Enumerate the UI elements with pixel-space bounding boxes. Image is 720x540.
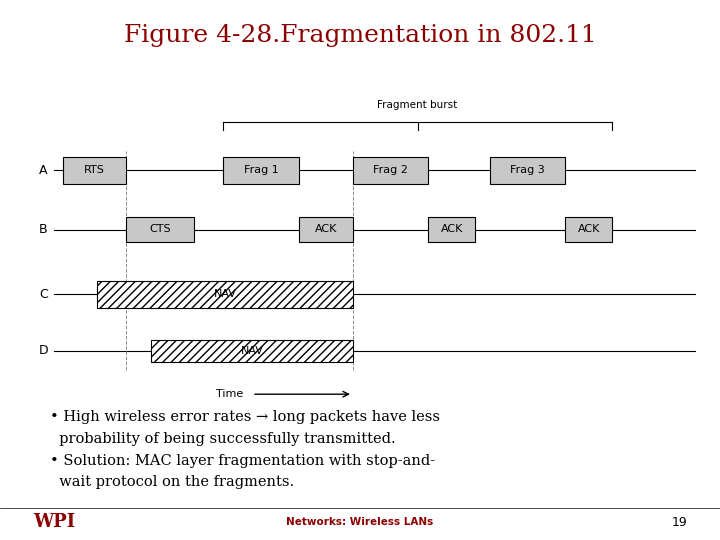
Text: Frag 2: Frag 2: [373, 165, 408, 175]
Text: Fragment burst: Fragment burst: [377, 100, 458, 110]
Text: Time: Time: [216, 389, 243, 399]
Bar: [565, 217, 612, 241]
Text: C: C: [39, 288, 48, 301]
Text: CTS: CTS: [149, 225, 171, 234]
Text: NAV: NAV: [214, 289, 236, 299]
Text: Figure 4-28.Fragmentation in 802.11: Figure 4-28.Fragmentation in 802.11: [124, 24, 596, 46]
Bar: [63, 157, 126, 184]
Bar: [428, 217, 475, 241]
Text: wait protocol on the fragments.: wait protocol on the fragments.: [50, 475, 294, 489]
Bar: [126, 217, 194, 241]
Text: • High wireless error rates → long packets have less: • High wireless error rates → long packe…: [50, 410, 441, 424]
Bar: [490, 157, 565, 184]
Text: WPI: WPI: [33, 513, 75, 531]
Text: RTS: RTS: [84, 165, 105, 175]
Bar: [97, 281, 353, 308]
Bar: [299, 217, 353, 241]
Text: NAV: NAV: [240, 346, 264, 356]
Text: Networks: Wireless LANs: Networks: Wireless LANs: [287, 517, 433, 527]
Text: ACK: ACK: [441, 225, 463, 234]
Text: B: B: [39, 223, 48, 236]
Text: A: A: [39, 164, 48, 177]
Text: Frag 1: Frag 1: [243, 165, 279, 175]
Text: ACK: ACK: [315, 225, 337, 234]
Text: 19: 19: [672, 516, 688, 529]
Text: D: D: [38, 345, 48, 357]
Bar: [353, 157, 428, 184]
Bar: [151, 340, 353, 362]
Bar: [223, 157, 299, 184]
Text: • Solution: MAC layer fragmentation with stop-and-: • Solution: MAC layer fragmentation with…: [50, 454, 436, 468]
Text: Frag 3: Frag 3: [510, 165, 545, 175]
Text: probability of being successfully transmitted.: probability of being successfully transm…: [50, 432, 396, 446]
Text: ACK: ACK: [577, 225, 600, 234]
